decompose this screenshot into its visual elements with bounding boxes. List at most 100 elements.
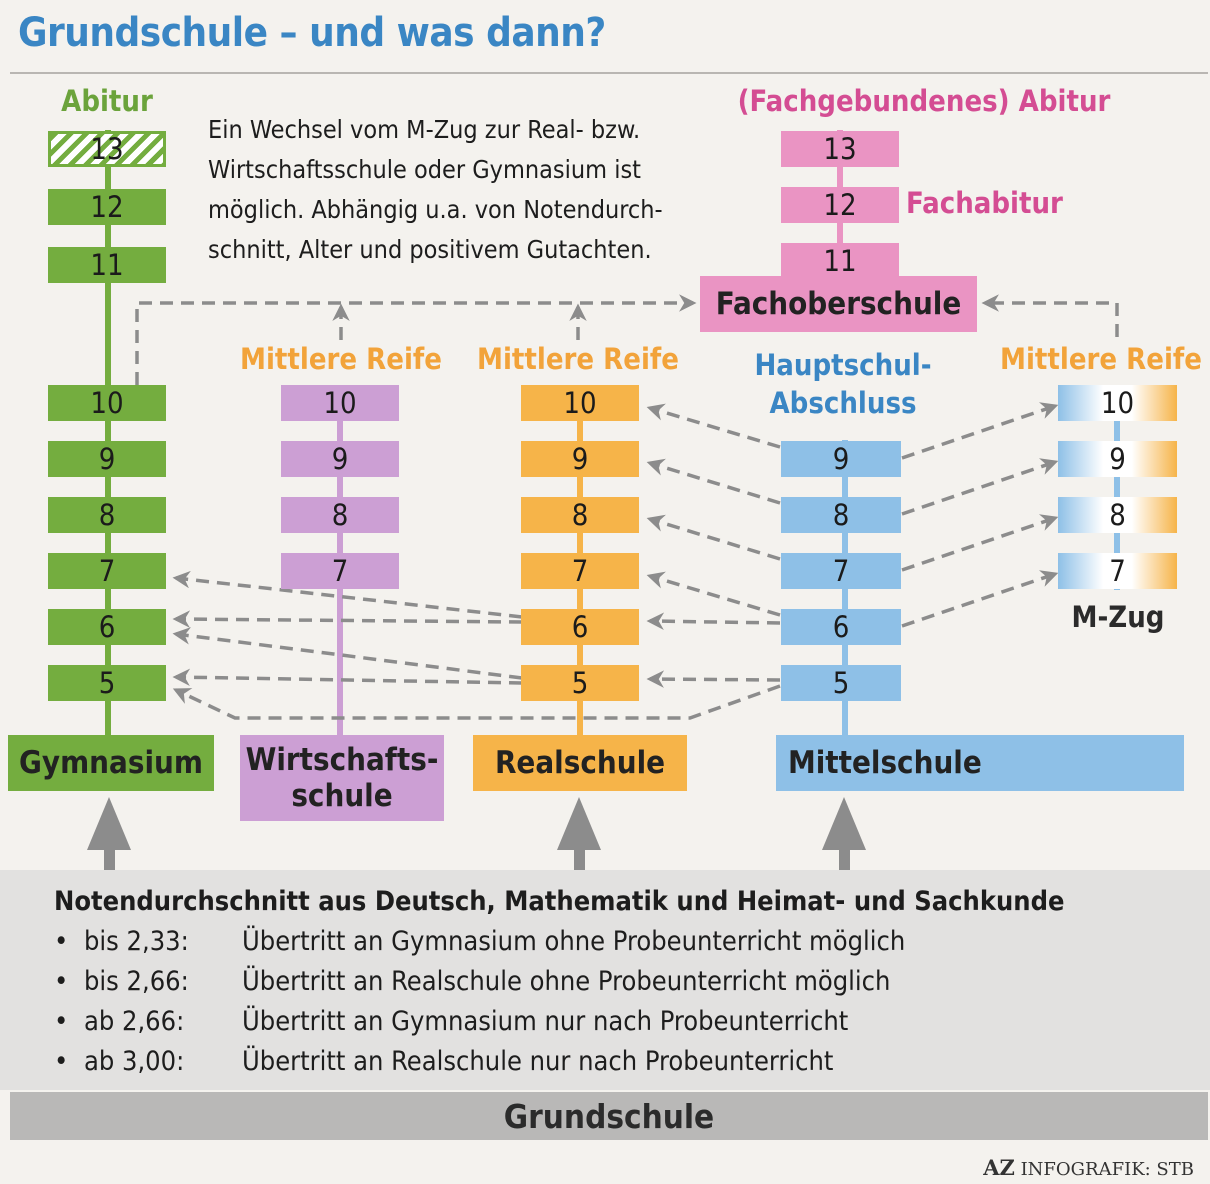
arrow-mittel9-real10 <box>646 403 781 449</box>
gymnasium-grade-8: 8 <box>48 497 166 533</box>
gymnasium-grade-5: 5 <box>48 665 166 701</box>
gymnasium-school: Gymnasium <box>8 735 214 791</box>
realschule-grade-7: 7 <box>521 553 639 589</box>
mittelschule-school: Mittelschule <box>776 735 1184 791</box>
arrow-mittel8-mzug9 <box>901 458 1059 516</box>
credit-brand: AZ <box>983 1155 1015 1180</box>
realschule-top-label: Mittlere Reife <box>477 342 679 376</box>
rule-key: ab 2,66: <box>84 1006 185 1037</box>
mzug-label: M-Zug <box>1071 600 1165 634</box>
realschule-grade-5: 5 <box>521 665 639 701</box>
gymnasium-grade-11: 11 <box>48 247 166 283</box>
arrow-mittel5-gym5 <box>172 684 781 720</box>
arrow-mittel5-real5 <box>646 670 781 688</box>
rule-key: bis 2,66: <box>84 966 189 997</box>
rule-row: • ab 2,66: Übertritt an Gymnasium nur na… <box>54 1002 1064 1042</box>
intro-line: Wirtschaftsschule oder Gymnasium ist <box>208 155 641 184</box>
arrow-mittel8-real9 <box>646 458 781 505</box>
gymnasium-spine <box>105 130 111 740</box>
gymnasium-grade-13: 13 <box>48 131 166 167</box>
mzug-grade-9: 9 <box>1058 441 1177 477</box>
mzug-top-label: Mittlere Reife <box>1000 342 1202 376</box>
grundschule-heading: Notendurchschnitt aus Deutsch, Mathemati… <box>54 886 1065 917</box>
grundschule-arrows <box>87 797 866 873</box>
gymnasium-grade-7: 7 <box>48 553 166 589</box>
credit: AZ INFOGRAFIK: STB <box>983 1155 1194 1180</box>
fachoberschule-grade-11: 11 <box>781 243 899 279</box>
gymnasium-grade-9: 9 <box>48 441 166 477</box>
page-title: Grundschule – und was dann? <box>18 10 606 56</box>
intro-line: möglich. Abhängig u.a. von Notendurch- <box>208 195 663 224</box>
arrow-mittel6-real6 <box>646 612 781 630</box>
arrow-mittel6-real7 <box>646 571 781 617</box>
realschule-grade-9: 9 <box>521 441 639 477</box>
bullet: • <box>54 1006 69 1037</box>
title-divider <box>10 72 1208 74</box>
realschule-grade-6: 6 <box>521 609 639 645</box>
fachoberschule-school: Fachoberschule <box>700 276 977 332</box>
wirtschaftsschule-grade-7: 7 <box>281 553 399 589</box>
realschule-school: Realschule <box>473 735 687 791</box>
wirtschaftsschule-top-label: Mittlere Reife <box>240 342 442 376</box>
arrow-mittel7-real8 <box>646 514 781 561</box>
wirtschaftsschule-grade-10: 10 <box>281 385 399 421</box>
arrow-grund-gym-shaft <box>104 835 115 873</box>
rule-text: Übertritt an Gymnasium nur nach Probeunt… <box>242 1006 849 1037</box>
rule-row: • bis 2,66: Übertritt an Realschule ohne… <box>54 962 1064 1002</box>
rule-key: bis 2,33: <box>84 926 189 957</box>
mittelschule-grade-5: 5 <box>781 665 901 701</box>
arrow-grund-mittel-shaft <box>839 835 850 873</box>
grundschule-bar: Grundschule <box>10 1092 1208 1140</box>
rule-row: • ab 3,00: Übertritt an Realschule nur n… <box>54 1042 1064 1082</box>
arrow-real5-gym5 <box>172 668 523 686</box>
arrow-grund-real-head <box>557 797 601 850</box>
mzug-grade-10: 10 <box>1058 385 1177 421</box>
wirtschaftsschule-name-line1: Wirtschafts- <box>245 742 439 778</box>
mittelschule-top-label-line1: Hauptschul- <box>754 348 932 382</box>
fachoberschule-top-label: (Fachgebundenes) Abitur <box>737 84 1111 118</box>
mzug-grade-7: 7 <box>1058 553 1177 589</box>
arrow-real5-gym6 <box>172 627 523 680</box>
bullet: • <box>54 966 69 997</box>
gymnasium-grade-10: 10 <box>48 385 166 421</box>
fachabitur-label: Fachabitur <box>906 186 1063 220</box>
wirtschaftsschule-name-line2: schule <box>291 778 393 814</box>
rule-text: Übertritt an Realschule ohne Probeunterr… <box>242 966 891 997</box>
arrow-mittel9-mzug10 <box>901 402 1059 460</box>
grundschule-notes: Notendurchschnitt aus Deutsch, Mathemati… <box>54 882 1064 1082</box>
gymnasium-grade-12: 12 <box>48 189 166 225</box>
arrow-grund-mittel-head <box>822 797 866 850</box>
realschule-grade-10: 10 <box>521 385 639 421</box>
arrow-grund-real-shaft <box>574 835 585 873</box>
arrow-real6-gym6 <box>172 610 523 628</box>
mittelschule-grade-7: 7 <box>781 553 901 589</box>
realschule-grade-8: 8 <box>521 497 639 533</box>
grundschule-panel <box>0 870 1210 1090</box>
arrow-mittel6-mzug7 <box>901 570 1059 628</box>
arrow-real6-gym7 <box>172 570 523 619</box>
arrow-mittel7-mzug8 <box>901 514 1059 572</box>
wirtschaftsschule-grade-9: 9 <box>281 441 399 477</box>
credit-text: INFOGRAFIK: STB <box>1020 1159 1194 1180</box>
arrow-grund-gym-head <box>87 797 131 850</box>
rule-key: ab 3,00: <box>84 1046 185 1077</box>
arrow-gym-fos <box>135 294 697 385</box>
rule-text: Übertritt an Gymnasium ohne Probeunterri… <box>242 926 906 957</box>
mittelschule-grade-6: 6 <box>781 609 901 645</box>
gymnasium-grade-6: 6 <box>48 609 166 645</box>
mittelschule-grade-9: 9 <box>781 441 901 477</box>
gymnasium-top-label: Abitur <box>61 84 153 118</box>
mittelschule-spine <box>842 440 848 740</box>
fachoberschule-grade-12: 12 <box>781 187 899 223</box>
rule-row: • bis 2,33: Übertritt an Gymnasium ohne … <box>54 922 1064 962</box>
mzug-spine <box>1114 390 1120 590</box>
intro-line: schnitt, Alter und positivem Gutachten. <box>208 235 652 264</box>
mittelschule-top-label-line2: Abschluss <box>769 386 917 420</box>
mittelschule-grade-8: 8 <box>781 497 901 533</box>
mittelschule-top-label: Hauptschul- Abschluss <box>730 346 956 422</box>
mzug-grade-8: 8 <box>1058 497 1177 533</box>
fachoberschule-grade-13: 13 <box>781 131 899 167</box>
bullet: • <box>54 926 69 957</box>
bullet: • <box>54 1046 69 1077</box>
intro-line: Ein Wechsel vom M-Zug zur Real- bzw. <box>208 115 641 144</box>
